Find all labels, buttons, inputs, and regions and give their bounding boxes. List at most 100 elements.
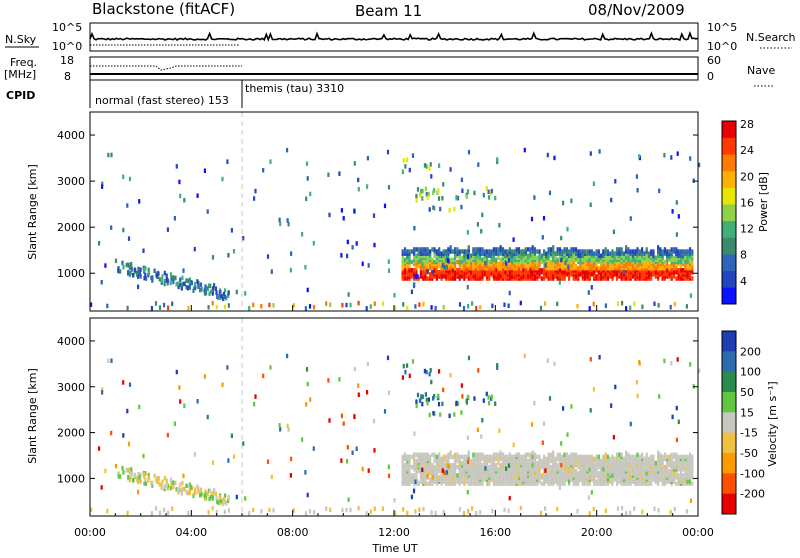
- velocity-cell: [615, 481, 619, 486]
- velocity-cell: [485, 391, 488, 397]
- power-cell: [641, 247, 644, 252]
- power-cell: [506, 261, 509, 267]
- power-cell: [544, 263, 547, 268]
- velocity-cell: [675, 481, 678, 486]
- velocity-cell: [618, 477, 621, 482]
- velocity-cell: [209, 488, 212, 494]
- power-cell: [403, 257, 407, 263]
- power-cell: [604, 261, 607, 267]
- velocity-cell: [401, 454, 404, 460]
- velocity-cell: [426, 474, 429, 479]
- velocity-cell: [653, 506, 656, 512]
- velocity-cell: [423, 368, 426, 374]
- power-cell: [589, 202, 592, 208]
- power-cell: [196, 193, 199, 198]
- power-cell: [431, 247, 434, 252]
- velocity-cell: [592, 506, 595, 512]
- power-cell: [205, 290, 208, 296]
- power-cell: [611, 249, 614, 254]
- power-cell: [209, 283, 212, 289]
- freq-tick-top: 18: [60, 54, 74, 67]
- velocity-cell: [479, 452, 482, 457]
- power-cell: [312, 305, 316, 310]
- velocity-cell: [679, 469, 682, 474]
- velocity-cell: [98, 446, 101, 451]
- velocity-cell: [486, 467, 489, 472]
- power-cell: [406, 249, 409, 254]
- velocity-cell: [677, 454, 680, 460]
- velocity-cell: [618, 452, 621, 457]
- power-cell: [454, 263, 457, 269]
- velocity-cell: [163, 507, 166, 513]
- power-cell: [227, 290, 230, 296]
- velocity-cell: [531, 450, 534, 455]
- velocity-cell: [442, 387, 445, 393]
- power-cell: [208, 291, 211, 296]
- velocity-cell: [488, 400, 491, 406]
- velocity-cell: [560, 441, 563, 446]
- power-cell: [472, 274, 475, 279]
- power-cell: [187, 285, 190, 291]
- velocity-cell: [227, 458, 230, 463]
- velocity-cell: [455, 400, 458, 406]
- velocity-cell: [645, 452, 648, 457]
- power-cell: [413, 272, 416, 277]
- velocity-cell: [465, 473, 468, 478]
- velocity-cell: [508, 471, 511, 476]
- velocity-cell: [412, 488, 416, 494]
- velocity-cell: [636, 452, 639, 457]
- velocity-cell: [476, 475, 479, 480]
- velocity-cell: [220, 498, 223, 504]
- power-cell: [490, 265, 493, 271]
- power-cell: [584, 255, 587, 260]
- power-cell: [677, 214, 680, 219]
- velocity-colorbar-swatch: [722, 473, 736, 494]
- power-cell: [597, 276, 600, 281]
- power-cell: [483, 249, 486, 254]
- power-cell: [549, 259, 552, 265]
- power-cell: [672, 255, 676, 260]
- power-cell: [289, 267, 292, 273]
- velocity-cell: [301, 437, 304, 442]
- power-cell: [90, 302, 93, 307]
- velocity-cell: [454, 458, 457, 464]
- power-cell: [188, 277, 192, 282]
- power-cell: [579, 257, 582, 263]
- velocity-cell: [600, 471, 603, 476]
- velocity-cell: [463, 481, 466, 486]
- velocity-cell: [456, 473, 459, 478]
- time-axis: 00:00 04:00 08:00 12:00 16:00 20:00 00:00: [74, 305, 714, 539]
- power-cell: [158, 305, 162, 310]
- power-cell: [142, 248, 145, 253]
- power-cell: [527, 247, 530, 252]
- power-cell: [340, 253, 343, 258]
- power-cell: [538, 261, 541, 267]
- velocity-cell: [622, 477, 625, 482]
- power-cell: [563, 263, 566, 269]
- power-cell: [204, 284, 207, 289]
- velocity-cell: [122, 433, 125, 438]
- velocity-cell: [629, 460, 632, 466]
- velocity-cell: [232, 454, 236, 459]
- power-cell: [496, 157, 499, 162]
- velocity-cell: [151, 483, 154, 488]
- power-cell: [329, 302, 332, 307]
- velocity-cell: [305, 402, 308, 407]
- power-colorbar-tick: 12: [740, 223, 754, 236]
- power-cell: [447, 255, 450, 260]
- velocity-cell: [659, 452, 662, 457]
- velocity-cell: [432, 396, 435, 401]
- velocity-cell: [110, 430, 113, 436]
- velocity-cell: [538, 454, 541, 460]
- velocity-cell: [139, 479, 142, 484]
- power-cell: [508, 265, 511, 271]
- velocity-cell: [222, 501, 225, 507]
- power-cell: [643, 270, 646, 275]
- velocity-cell: [427, 397, 430, 402]
- velocity-cell: [341, 507, 344, 513]
- power-cell: [101, 184, 104, 189]
- power-cell: [430, 305, 433, 310]
- power-cell: [492, 247, 495, 252]
- velocity-cell: [584, 481, 587, 486]
- velocity-cell: [684, 454, 687, 460]
